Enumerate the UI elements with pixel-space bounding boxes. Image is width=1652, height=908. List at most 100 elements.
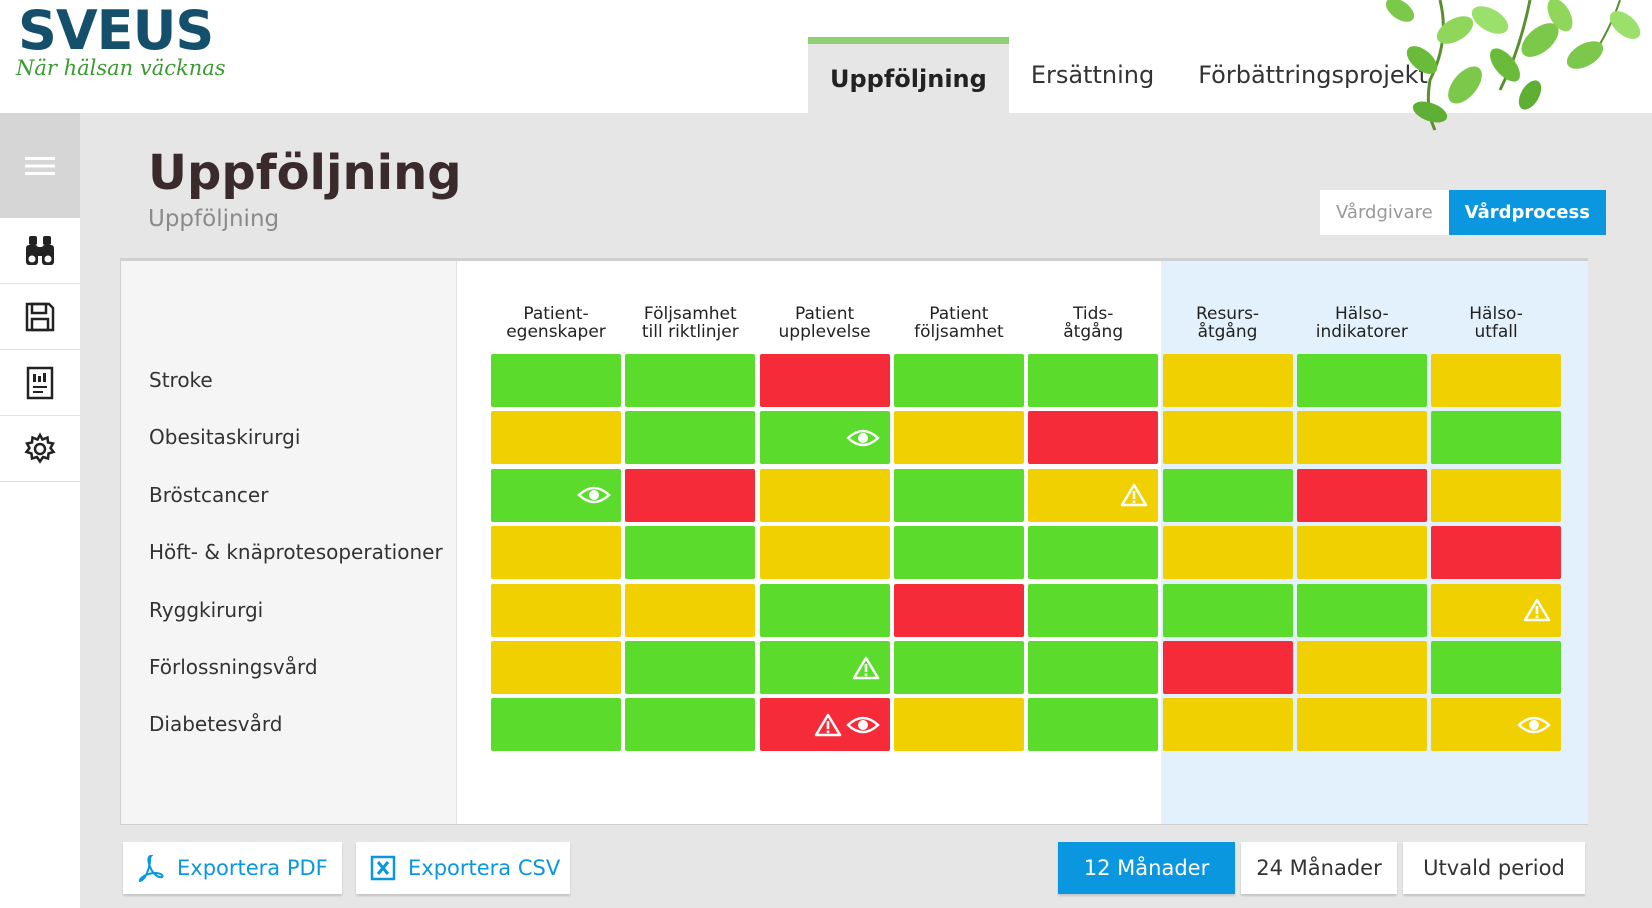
status-cell[interactable] bbox=[759, 411, 890, 465]
status-cell[interactable] bbox=[893, 468, 1024, 522]
warning-icon[interactable] bbox=[814, 712, 842, 738]
hamburger-icon bbox=[25, 156, 55, 175]
excel-icon bbox=[370, 855, 396, 881]
status-cell[interactable] bbox=[759, 641, 890, 694]
report-icon bbox=[26, 366, 54, 399]
status-cell[interactable] bbox=[625, 468, 756, 522]
pdf-icon bbox=[138, 854, 164, 882]
sidebar-item-report[interactable] bbox=[0, 350, 80, 416]
status-cell[interactable] bbox=[1162, 698, 1293, 752]
eye-icon[interactable] bbox=[577, 484, 611, 506]
period-custom-button[interactable]: Utvald period bbox=[1403, 842, 1585, 894]
main-nav: Uppföljning Ersättning Förbättringsproje… bbox=[808, 37, 1450, 113]
status-cell[interactable] bbox=[1431, 698, 1562, 752]
status-cell[interactable] bbox=[759, 468, 890, 522]
status-cell[interactable] bbox=[1162, 354, 1293, 407]
status-cell[interactable] bbox=[759, 698, 890, 752]
status-cell[interactable] bbox=[1296, 526, 1427, 580]
status-cell[interactable] bbox=[759, 526, 890, 580]
binoculars-icon bbox=[26, 235, 54, 265]
status-cell[interactable] bbox=[1431, 526, 1562, 580]
status-cell[interactable] bbox=[491, 411, 621, 465]
status-cell[interactable] bbox=[491, 354, 621, 407]
row-label: Diabetesvård bbox=[149, 712, 283, 737]
logo-tagline: När hälsan väcknas bbox=[16, 56, 226, 80]
logo[interactable]: SVEUS När hälsan väcknas bbox=[16, 2, 226, 81]
status-cell[interactable] bbox=[491, 583, 621, 637]
status-cell[interactable] bbox=[1028, 411, 1159, 465]
status-cell[interactable] bbox=[491, 641, 621, 694]
toggle-vardprocess[interactable]: Vårdprocess bbox=[1448, 190, 1606, 235]
status-cell[interactable] bbox=[625, 641, 756, 694]
status-cell[interactable] bbox=[759, 583, 890, 637]
export-csv-label: Exportera CSV bbox=[408, 856, 561, 880]
tab-ersattning[interactable]: Ersättning bbox=[1030, 61, 1155, 89]
warning-icon[interactable] bbox=[852, 655, 880, 681]
export-csv-button[interactable]: Exportera CSV bbox=[356, 842, 570, 894]
status-cell[interactable] bbox=[625, 411, 756, 465]
save-icon bbox=[25, 302, 55, 331]
status-cell[interactable] bbox=[893, 583, 1024, 637]
status-cell[interactable] bbox=[491, 698, 621, 752]
column-header: Patient följsamhet bbox=[914, 304, 1004, 342]
menu-button[interactable] bbox=[0, 113, 80, 218]
warning-icon[interactable] bbox=[1523, 597, 1551, 623]
column-header: Tids- åtgång bbox=[1063, 304, 1124, 342]
status-cell[interactable] bbox=[625, 583, 756, 637]
period-24-button[interactable]: 24 Månader bbox=[1241, 842, 1397, 894]
status-cell[interactable] bbox=[1296, 641, 1427, 694]
status-cell[interactable] bbox=[1028, 526, 1159, 580]
status-cell[interactable] bbox=[1296, 698, 1427, 752]
status-cell[interactable] bbox=[1162, 468, 1293, 522]
status-cell[interactable] bbox=[1431, 354, 1562, 407]
status-cell[interactable] bbox=[1431, 468, 1562, 522]
status-cell[interactable] bbox=[893, 354, 1024, 407]
status-cell[interactable] bbox=[625, 698, 756, 752]
row-label: Bröstcancer bbox=[149, 482, 269, 507]
row-label: Obesitaskirurgi bbox=[149, 425, 301, 450]
status-cell[interactable] bbox=[625, 354, 756, 407]
row-label-column bbox=[121, 261, 457, 824]
status-cell[interactable] bbox=[1431, 583, 1562, 637]
status-cell[interactable] bbox=[1162, 583, 1293, 637]
status-cell[interactable] bbox=[893, 698, 1024, 752]
status-cell[interactable] bbox=[893, 411, 1024, 465]
status-cell[interactable] bbox=[625, 526, 756, 580]
status-cell[interactable] bbox=[1028, 468, 1159, 522]
eye-icon[interactable] bbox=[845, 714, 880, 736]
status-cell[interactable] bbox=[1028, 354, 1159, 407]
tab-forbattringsprojekt[interactable]: Förbättringsprojekt bbox=[1198, 61, 1428, 89]
status-cell[interactable] bbox=[893, 641, 1024, 694]
status-cell[interactable] bbox=[1028, 698, 1159, 752]
period-12-button[interactable]: 12 Månader bbox=[1058, 842, 1235, 894]
status-cell[interactable] bbox=[1028, 583, 1159, 637]
tab-uppfoljning[interactable]: Uppföljning bbox=[808, 37, 1009, 113]
status-cell[interactable] bbox=[759, 354, 890, 407]
toggle-vardgivare[interactable]: Vårdgivare bbox=[1320, 190, 1449, 235]
status-cell[interactable] bbox=[1296, 411, 1427, 465]
column-header: Patient- egenskaper bbox=[506, 304, 606, 342]
status-cell[interactable] bbox=[1162, 411, 1293, 465]
sidebar bbox=[0, 113, 80, 908]
status-cell[interactable] bbox=[491, 526, 621, 580]
warning-icon[interactable] bbox=[1120, 482, 1148, 508]
eye-icon[interactable] bbox=[1517, 714, 1551, 736]
status-cell[interactable] bbox=[1296, 583, 1427, 637]
sidebar-item-binoculars[interactable] bbox=[0, 218, 80, 284]
status-cell[interactable] bbox=[1028, 641, 1159, 694]
status-cell[interactable] bbox=[1431, 641, 1562, 694]
status-cell[interactable] bbox=[1296, 354, 1427, 407]
status-cell[interactable] bbox=[1296, 468, 1427, 522]
sidebar-item-save[interactable] bbox=[0, 284, 80, 350]
sidebar-item-settings[interactable] bbox=[0, 416, 80, 482]
gear-icon bbox=[24, 431, 56, 464]
status-cell[interactable] bbox=[1162, 526, 1293, 580]
leaves-decoration bbox=[1385, 0, 1641, 131]
status-cell[interactable] bbox=[1431, 411, 1562, 465]
column-header: Resurs- åtgång bbox=[1195, 304, 1260, 342]
status-cell[interactable] bbox=[1162, 641, 1293, 694]
status-cell[interactable] bbox=[491, 468, 621, 522]
status-cell[interactable] bbox=[893, 526, 1024, 580]
export-pdf-button[interactable]: Exportera PDF bbox=[123, 842, 342, 894]
eye-icon[interactable] bbox=[845, 427, 880, 449]
